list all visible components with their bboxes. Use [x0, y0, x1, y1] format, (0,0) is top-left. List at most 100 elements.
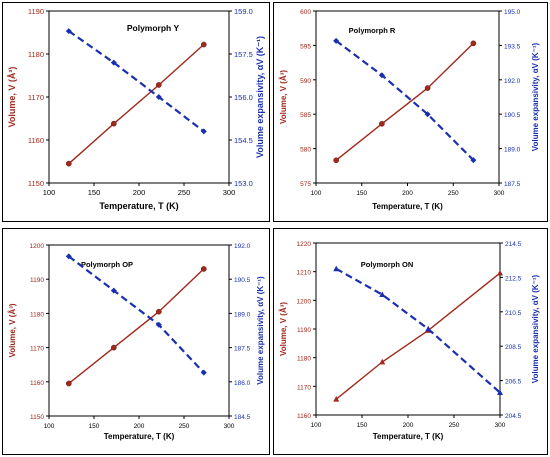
chart-title: Polymorph Y	[127, 23, 180, 33]
x-tick-label: 250	[178, 188, 191, 197]
y2-tick-label: 206.5	[505, 379, 522, 386]
y2-tick-label: 212.5	[505, 275, 522, 282]
x-tick-label: 300	[223, 188, 236, 197]
y-tick-label: 1190	[30, 277, 44, 284]
volume-series-line	[68, 268, 205, 385]
y-tick-label: 580	[300, 147, 311, 154]
y-axis-title: Volume, V (Å³)	[8, 303, 17, 357]
y2-axis-title: Volume expansivity, αV (K⁻¹)	[531, 274, 540, 383]
chart-on: 100 150 200 250 300 1160 1170 1180 1190 1200 1210 1…	[279, 241, 540, 441]
y2-tick-label: 189.0	[504, 147, 521, 154]
expansivity-point	[110, 59, 117, 66]
x-tick-label: 150	[88, 188, 101, 197]
volume-point	[65, 160, 72, 167]
y-axis-title: Volume, V (Å³)	[279, 70, 288, 124]
y2-tick-label: 190.5	[234, 277, 251, 284]
x-axis-title: Temperature, T (K)	[372, 202, 443, 211]
y-tick-label: 1200	[297, 298, 312, 305]
y2-tick-label: 195.0	[504, 9, 521, 16]
volume-point	[110, 344, 117, 351]
y2-tick-label: 187.5	[234, 346, 251, 353]
chart-panel-r: 100 150 200 250 300 575 580 585 590 595 600 187.5 18…	[273, 2, 548, 222]
expansivity-point	[424, 111, 431, 118]
expansivity-point	[497, 389, 503, 396]
expansivity-point	[378, 72, 385, 79]
expansivity-point	[155, 94, 162, 100]
expansivity-point	[65, 253, 72, 260]
y2-tick-label: 157.5	[234, 50, 253, 59]
x-tick-label: 150	[356, 190, 367, 197]
expansivity-point	[470, 157, 477, 164]
volume-point	[65, 380, 72, 387]
x-tick-label: 100	[44, 423, 55, 430]
x-tick-label: 300	[494, 190, 505, 197]
y-tick-label: 1180	[297, 356, 311, 363]
y-tick-label: 1220	[297, 241, 312, 248]
x-axis-title: Temperature, T (K)	[104, 432, 175, 441]
y-tick-label: 1150	[28, 179, 44, 188]
y-axis-title: Volume, V (Å³)	[279, 302, 288, 356]
expansivity-series-line	[335, 267, 501, 394]
y-tick-label: 1160	[30, 380, 44, 387]
y-tick-label: 1170	[28, 93, 44, 102]
y2-tick-label: 156.0	[234, 93, 253, 102]
y-tick-label: 585	[300, 112, 311, 119]
volume-point	[379, 120, 385, 127]
y2-axis-title: Volume expansivity, αV (K⁻¹)	[256, 276, 265, 385]
expansivity-point	[425, 325, 432, 332]
expansivity-point	[200, 369, 207, 376]
y2-tick-label: 154.5	[234, 136, 253, 145]
x-tick-label: 250	[179, 423, 190, 430]
chart-r: 100 150 200 250 300 575 580 585 590 595 600 187.5 18…	[279, 9, 540, 211]
volume-point	[110, 120, 117, 127]
chart-panel-y: 100 150 200 250 300 1150 1160 1170 1180 1190 153.0…	[2, 2, 270, 222]
x-tick-label: 150	[89, 423, 100, 430]
x-tick-label: 100	[43, 188, 56, 197]
chart-y: 100 150 200 250 300 1150 1160 1170 1180 1190 153.0…	[7, 7, 265, 211]
volume-point	[333, 157, 339, 164]
y-tick-label: 590	[300, 78, 311, 85]
y2-axis-title: Volume expansivity, αV (K⁻¹)	[531, 42, 540, 151]
x-axis-title: Temperature, T (K)	[373, 432, 444, 441]
x-tick-label: 200	[403, 422, 414, 429]
x-tick-label: 100	[311, 422, 322, 429]
y2-tick-label: 204.5	[505, 413, 522, 420]
y2-tick-label: 186.0	[234, 380, 251, 387]
volume-series-line	[335, 272, 501, 400]
y-tick-label: 1180	[30, 311, 44, 318]
x-tick-label: 200	[402, 190, 413, 197]
chart-op: 100 150 200 250 300 1150 1160 1170 1180 1190 1200 1…	[8, 243, 265, 441]
volume-point	[155, 308, 162, 315]
x-tick-label: 150	[357, 422, 368, 429]
y-tick-label: 1170	[30, 346, 44, 353]
chart-title: Polymorph R	[349, 26, 396, 35]
y2-tick-label: 210.5	[505, 310, 522, 317]
expansivity-series-line	[68, 255, 205, 374]
volume-series-line	[68, 43, 205, 165]
y2-tick-label: 192.0	[234, 243, 251, 250]
y2-tick-label: 190.5	[504, 112, 521, 119]
chart-title: Polymorph OP	[81, 260, 133, 269]
expansivity-point	[65, 28, 72, 35]
chart-panel-on: 100 150 200 250 300 1160 1170 1180 1190 1200 1210 1…	[273, 228, 548, 455]
volume-series-line	[335, 42, 474, 161]
x-tick-label: 300	[224, 423, 235, 430]
y-tick-label: 1190	[297, 327, 311, 334]
y2-tick-label: 208.5	[505, 344, 522, 351]
y2-tick-label: 159.0	[234, 7, 253, 16]
expansivity-point	[379, 291, 386, 297]
y-tick-label: 1180	[28, 50, 44, 59]
x-tick-label: 200	[133, 188, 146, 197]
expansivity-point	[333, 37, 340, 44]
y-tick-label: 595	[300, 43, 311, 50]
volume-point	[155, 82, 162, 88]
volume-point	[200, 41, 207, 48]
expansivity-series-line	[335, 39, 475, 161]
x-axis-title: Temperature, T (K)	[99, 201, 178, 211]
volume-point	[470, 40, 477, 47]
x-tick-label: 200	[134, 423, 145, 430]
expansivity-series-line	[68, 30, 205, 133]
chart-title: Polymorph ON	[361, 260, 414, 269]
y2-tick-label: 187.5	[504, 181, 521, 188]
expansivity-point	[200, 128, 207, 135]
